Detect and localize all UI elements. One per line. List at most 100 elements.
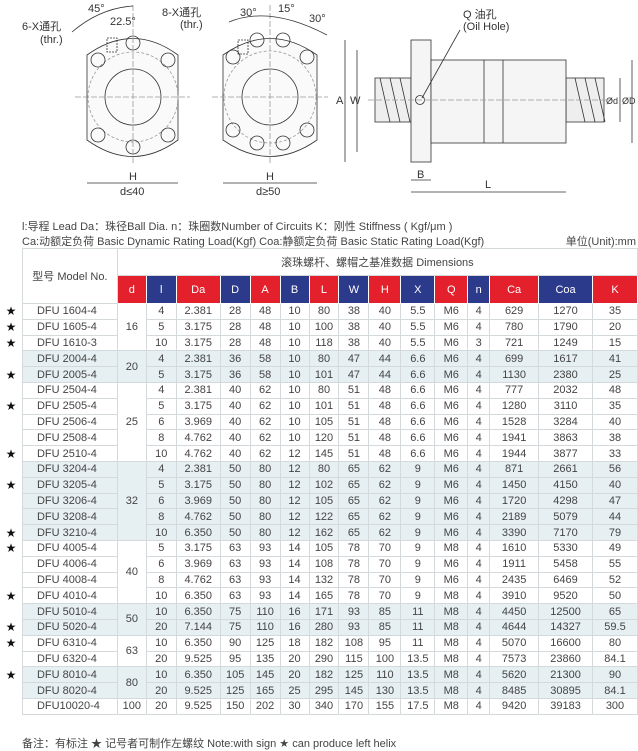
value-cell-da: 7.144: [175, 618, 221, 636]
value-cell-q: M8: [434, 634, 469, 652]
value-cell-a: 165: [249, 682, 281, 699]
value-cell-b: 12: [279, 476, 310, 494]
value-cell-da: 3.175: [175, 539, 221, 557]
value-cell-q: M6: [434, 492, 469, 510]
value-cell-n: 4: [467, 524, 491, 541]
value-cell-b: 10: [279, 397, 310, 415]
value-cell-da: 3.969: [175, 492, 221, 510]
value-cell-l: 102: [308, 476, 340, 494]
value-cell-n: 4: [467, 397, 491, 415]
column-header-b: B: [279, 275, 310, 304]
value-cell-d: 40: [219, 397, 251, 415]
value-cell-ca: 2189: [489, 508, 540, 526]
model-cell: DFU 3205-4: [21, 476, 118, 494]
value-cell-l: 5: [145, 366, 177, 383]
value-cell-l: 120: [308, 429, 340, 447]
value-cell-q: M8: [434, 682, 469, 699]
left-helix-star-icon: ★: [0, 477, 23, 494]
value-cell-n: 4: [467, 587, 491, 605]
value-cell-a: 80: [249, 460, 281, 478]
value-cell-a: 110: [249, 618, 281, 636]
value-cell-ca: 8485: [489, 682, 540, 699]
table-row: ★ DFU 8010-4 80 10 6.350 105 145 20 182 125 110 13.…: [0, 666, 638, 699]
value-cell-q: M8: [434, 603, 469, 620]
value-cell-n: 4: [467, 492, 491, 510]
condition-d50: d≥50: [256, 186, 280, 198]
value-cell-w: 65: [338, 460, 370, 478]
value-cell-n: 4: [467, 381, 491, 399]
value-cell-k: 50: [591, 587, 638, 605]
left-helix-star-icon: [0, 414, 23, 430]
value-cell-n: 4: [467, 445, 491, 462]
value-cell-n: 4: [467, 303, 491, 320]
value-cell-x: 13.5: [400, 650, 436, 668]
value-cell-l: 182: [308, 634, 340, 652]
value-cell-q: M6: [434, 366, 469, 383]
value-cell-b: 12: [279, 492, 310, 510]
value-cell-ca: 871: [489, 460, 540, 478]
d-cell: 63: [116, 634, 147, 668]
model-cell: DFU 1605-4: [21, 318, 118, 336]
value-cell-coa: 3863: [538, 429, 593, 447]
value-cell-q: M8: [434, 666, 469, 684]
value-cell-k: 300: [591, 697, 638, 715]
model-cell: DFU 6320-4: [21, 650, 118, 668]
value-cell-l: 10: [145, 445, 177, 462]
value-cell-h: 70: [368, 555, 402, 573]
value-cell-x: 6.6: [400, 445, 436, 462]
value-cell-d: 28: [219, 334, 251, 352]
value-cell-da: 3.175: [175, 476, 221, 494]
value-cell-l: 101: [308, 397, 340, 415]
table-row: DFU 5010-4 50 10 6.350 75 110 16 171 93 85 11 M8 4 44…: [0, 603, 638, 636]
value-cell-x: 9: [400, 524, 436, 541]
value-cell-q: M6: [434, 524, 469, 541]
value-cell-a: 62: [249, 413, 281, 431]
value-cell-ca: 1610: [489, 539, 540, 557]
value-cell-coa: 23860: [538, 650, 593, 668]
d-cell: 100: [116, 697, 147, 715]
value-cell-da: 6.350: [175, 587, 221, 605]
value-cell-coa: 21300: [538, 666, 593, 684]
value-cell-x: 11: [400, 618, 436, 636]
value-cell-q: M6: [434, 445, 469, 462]
left-helix-star-icon: [0, 461, 23, 478]
value-cell-a: 58: [249, 366, 281, 383]
left-helix-star-icon: [0, 382, 23, 399]
dim-d-large: ØD: [622, 96, 636, 106]
column-header-q: Q: [434, 275, 469, 304]
value-cell-w: 51: [338, 381, 370, 399]
value-cell-coa: 3284: [538, 413, 593, 431]
value-cell-k: 33: [591, 445, 638, 462]
value-cell-x: 5.5: [400, 318, 436, 336]
model-cell: DFU 8010-4: [21, 666, 118, 684]
value-cell-k: 56: [591, 460, 638, 478]
angle-15: 15°: [278, 3, 295, 15]
value-cell-b: 20: [279, 666, 310, 684]
value-cell-l: 10: [145, 587, 177, 605]
value-cell-da: 3.175: [175, 366, 221, 383]
table-row: ★ DFU 2005-4 5 3.175 36 58 10 101 47 44 6.6 M6 4 1130…: [0, 366, 638, 383]
value-cell-x: 13.5: [400, 666, 436, 684]
value-cell-n: 4: [467, 460, 491, 478]
value-cell-q: M6: [434, 476, 469, 494]
value-cell-ca: 1720: [489, 492, 540, 510]
value-cell-coa: 5079: [538, 508, 593, 526]
column-header-a: A: [249, 275, 281, 304]
value-cell-b: 30: [279, 697, 310, 715]
value-cell-da: 9.525: [175, 682, 221, 699]
value-cell-k: 49: [591, 539, 638, 557]
value-cell-a: 58: [249, 350, 281, 368]
value-cell-d: 50: [219, 508, 251, 526]
value-cell-a: 125: [249, 634, 281, 652]
model-cell: DFU 4006-4: [21, 555, 118, 573]
value-cell-da: 4.762: [175, 508, 221, 526]
value-cell-k: 79: [591, 524, 638, 541]
model-cell: DFU 1604-4: [21, 303, 118, 320]
value-cell-a: 135: [249, 650, 281, 668]
value-cell-q: M6: [434, 460, 469, 478]
table-row: DFU 2508-4 8 4.762 40 62 10 120 51 48 6.6 M6 4 1941 3…: [0, 429, 638, 447]
value-cell-q: M6: [434, 318, 469, 336]
value-cell-n: 4: [467, 429, 491, 447]
value-cell-x: 9: [400, 587, 436, 605]
value-cell-l: 4: [145, 350, 177, 368]
